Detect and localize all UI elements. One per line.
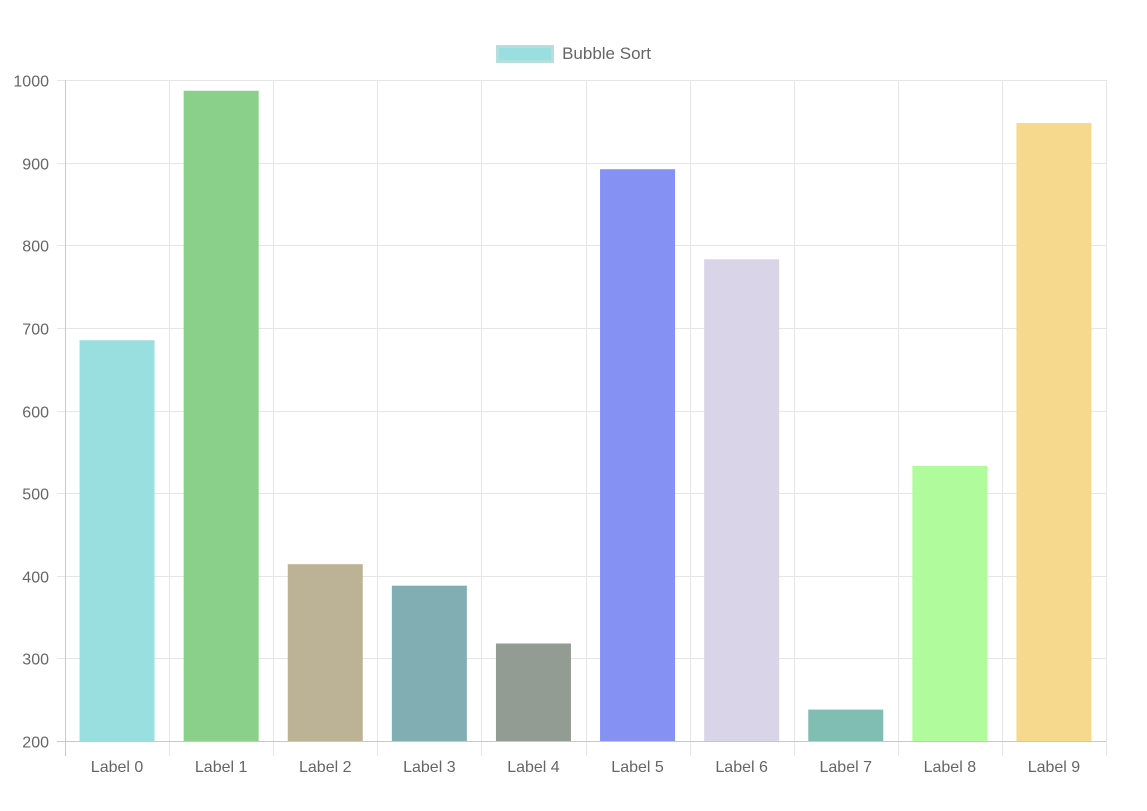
bar-label-2 [287, 564, 363, 741]
legend-label: Bubble Sort [562, 44, 651, 63]
legend-swatch [496, 45, 555, 63]
x-tick-label: Label 6 [715, 759, 768, 776]
bar-label-4 [495, 643, 571, 741]
x-tick-label: Label 9 [1028, 759, 1081, 776]
y-tick-label: 200 [22, 735, 49, 752]
bar-label-3 [391, 585, 467, 741]
y-tick-label: 800 [22, 239, 49, 256]
x-tick-label: Label 2 [299, 759, 352, 776]
bar-label-7 [808, 709, 884, 741]
bar-label-6 [704, 259, 780, 741]
y-tick-label: 300 [22, 652, 49, 669]
y-tick-label: 900 [22, 157, 49, 174]
x-tick-label: Label 1 [195, 759, 248, 776]
legend[interactable]: Bubble Sort [0, 44, 1147, 64]
y-tick-label: 500 [22, 487, 49, 504]
x-tick-label: Label 3 [403, 759, 456, 776]
y-tick-label: 600 [22, 405, 49, 422]
x-tick-label: Label 0 [91, 759, 144, 776]
y-tick-label: 1000 [13, 74, 49, 91]
x-tick-label: Label 5 [611, 759, 664, 776]
x-tick-label: Label 8 [924, 759, 977, 776]
bar-label-5 [600, 169, 676, 742]
x-tick-label: Label 7 [820, 759, 873, 776]
bar-label-9 [1016, 122, 1092, 742]
y-tick-label: 400 [22, 570, 49, 587]
bar-label-0 [79, 340, 155, 741]
bar-label-1 [183, 90, 259, 741]
x-tick-label: Label 4 [507, 759, 560, 776]
y-tick-label: 700 [22, 322, 49, 339]
bar-label-8 [912, 465, 988, 741]
